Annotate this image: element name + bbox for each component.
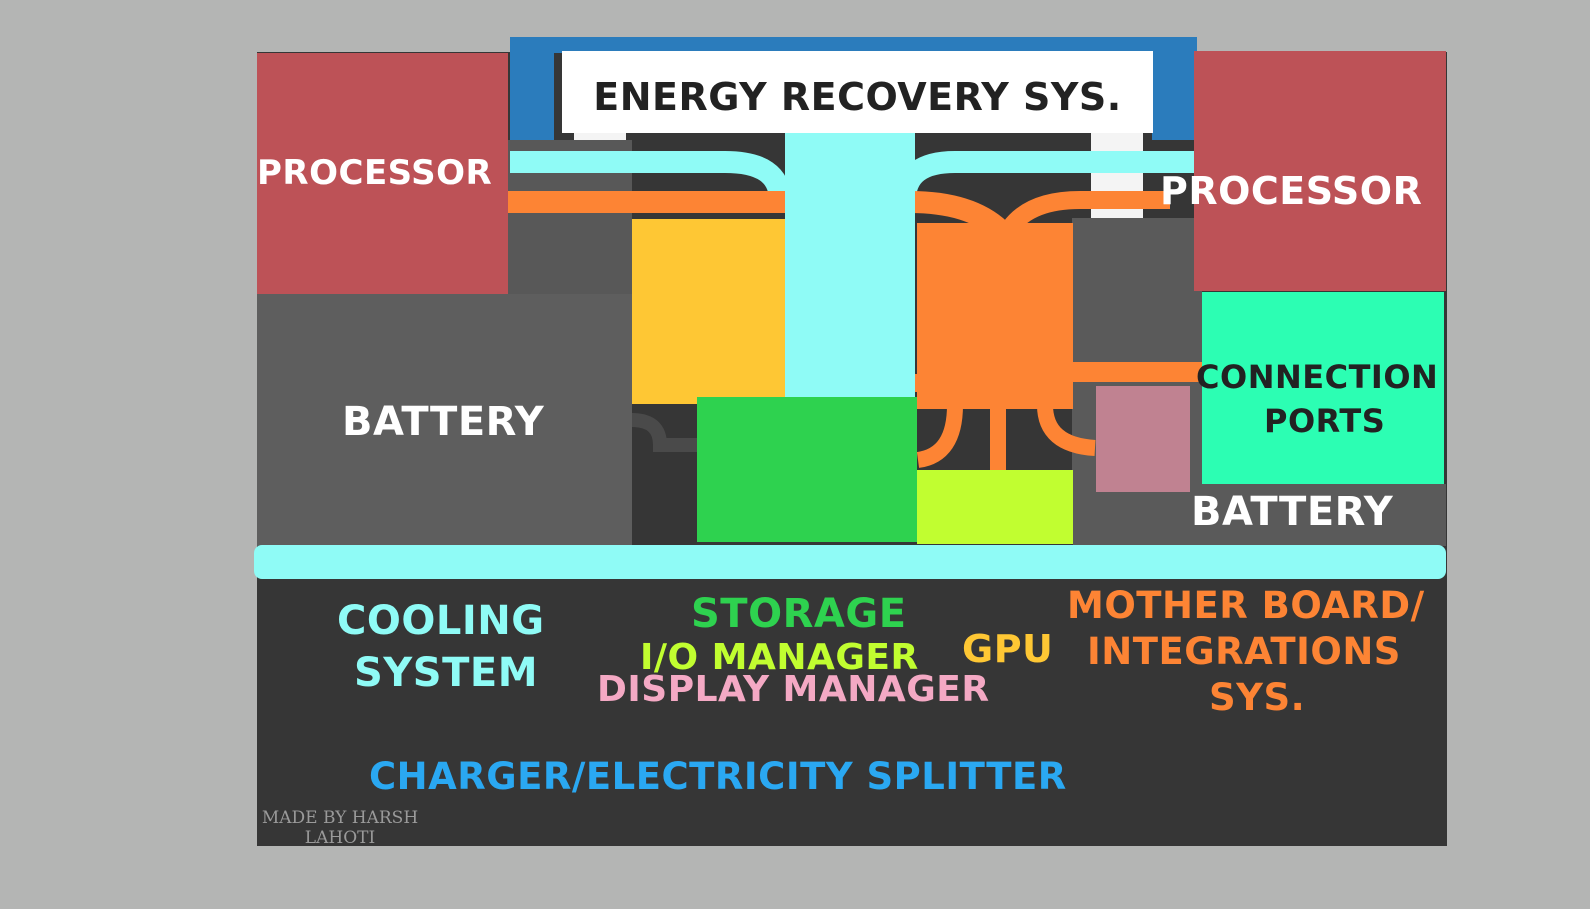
motherboard-label-line1: MOTHER BOARD/ (1067, 584, 1425, 627)
cooling-system-label-line1: COOLING (337, 598, 545, 644)
display-manager-label: DISPLAY MANAGER (597, 669, 990, 710)
energy-recovery-title-box: ENERGY RECOVERY SYS. (562, 51, 1153, 133)
battery-right: BATTERY (1073, 484, 1446, 546)
motherboard-block (917, 223, 1073, 409)
charger-label: CHARGER/ELECTRICITY SPLITTER (369, 755, 1067, 798)
connection-ports: CONNECTION PORTS (1196, 292, 1444, 484)
battery-right-label: BATTERY (1191, 489, 1394, 535)
energy-recovery-title: ENERGY RECOVERY SYS. (593, 75, 1122, 119)
motherboard-label-line2: INTEGRATIONS (1087, 630, 1401, 673)
processor-right: PROCESSOR (1160, 51, 1446, 291)
processor-right-label: PROCESSOR (1160, 169, 1423, 213)
connection-ports-label-line2: PORTS (1264, 402, 1386, 440)
display-manager-block (1096, 386, 1190, 492)
battery-left: BATTERY (257, 294, 632, 546)
connection-ports-label-line1: CONNECTION (1196, 358, 1439, 396)
energy-recovery-frame (517, 37, 1190, 53)
cooling-column (785, 133, 915, 397)
gpu-label: GPU (962, 627, 1054, 671)
energy-recovery-frame-right-post (1152, 37, 1197, 140)
cooling-system-label-line2: SYSTEM (354, 650, 538, 696)
motherboard-label-line3: SYS. (1209, 676, 1306, 719)
storage-block (697, 397, 917, 542)
processor-left-label: PROCESSOR (257, 153, 493, 193)
credit-text: MADE BY HARSH LAHOTI (259, 808, 421, 848)
battery-left-label: BATTERY (342, 399, 545, 445)
storage-label: STORAGE (691, 591, 907, 637)
io-manager-label: I/O MANAGER (640, 637, 919, 678)
credit-line1: MADE BY HARSH (261, 808, 419, 828)
cooling-rail (254, 545, 1446, 579)
gpu-block (917, 470, 1073, 544)
io-manager-block (632, 219, 785, 404)
credit-line2: LAHOTI (304, 828, 376, 848)
processor-left: PROCESSOR (257, 53, 508, 294)
energy-recovery-frame-left-post (510, 37, 554, 140)
